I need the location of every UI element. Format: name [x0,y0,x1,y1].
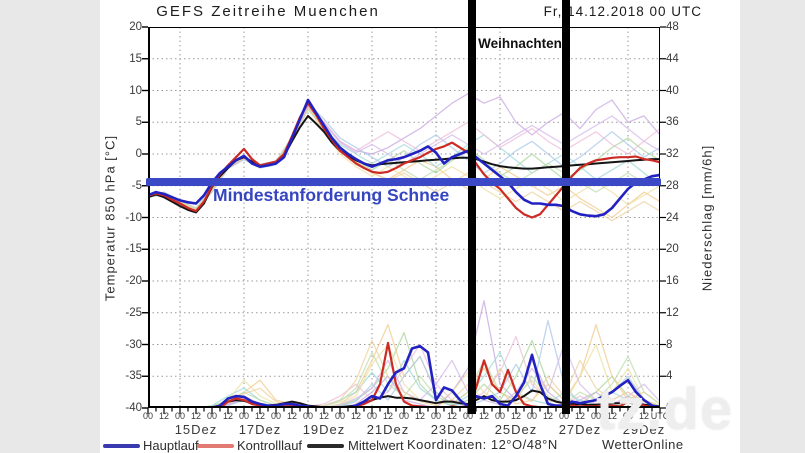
precip-axis-tick-label: 4 [666,370,673,383]
temp-axis-tick-label: -30 [125,338,142,351]
hour-tick-label: 00 [142,411,153,421]
legend-item-hauptlauf: Hauptlauf [103,438,199,453]
precip-axis-tick-label: 20 [666,243,679,256]
date-tick-label: 23Dez [430,422,474,437]
precip-axis-tick-label: 48 [666,21,679,33]
temp-axis-tick-label: -25 [125,306,142,319]
hour-tick-label: 00 [206,411,217,421]
temp-axis-tick-label: -40 [125,402,142,414]
precip-axis-tick-label: 16 [666,275,679,287]
hour-tick-label: 12 [222,411,233,421]
temp-axis-tick-label: 5 [135,116,142,129]
precip-axis-tick-label: 36 [666,116,679,129]
temp-axis-tick-label: 0 [135,148,142,160]
hour-tick-label: UTC [650,411,670,421]
hour-tick-label: 12 [382,411,393,421]
temp-axis-tick-label: -35 [125,370,142,383]
precip-axis-tick-label: 28 [666,179,679,192]
hour-tick-label: 00 [494,411,505,421]
hour-tick-label: 00 [462,411,473,421]
y-right-axis-title: Niederschlag [mm/6h] [699,144,715,292]
snow-threshold-line [146,178,661,186]
precip-axis-tick-label: 8 [666,338,673,351]
hour-tick-label: 12 [478,411,489,421]
watermark: tz.de [596,377,734,442]
date-tick-label: 21Dez [366,422,410,437]
hour-tick-label: 00 [270,411,281,421]
date-tick-label: 29Dez [622,422,666,437]
chart-title: GEFS Zeitreihe Muenchen [156,3,380,20]
hour-tick-label: 12 [574,411,585,421]
legend-item-kontrolllauf: Kontrolllauf [197,438,305,453]
legend-label-hauptlauf: Hauptlauf [143,438,199,453]
date-tick-label: 19Dez [302,422,346,437]
temp-axis-tick-label: 20 [129,21,142,33]
snow-threshold-label: Mindestanforderung Schnee [213,185,450,205]
kontrolllauf-line-swatch [197,444,234,448]
hour-tick-label: 12 [350,411,361,421]
hour-tick-label: 12 [318,411,329,421]
date-tick-label: 17Dez [238,422,282,437]
legend-item-mittelwert: Mittelwert [307,438,405,453]
hour-tick-label: 12 [286,411,297,421]
hour-tick-label: 00 [174,411,185,421]
hour-tick-label: 12 [510,411,521,421]
hour-tick-label: 12 [190,411,201,421]
temp-axis-tick-label: -20 [125,275,142,287]
legend-label-kontrolllauf: Kontrolllauf [237,438,303,453]
date-tick-label: 15Dez [174,422,218,437]
precip-axis-tick-label: 12 [666,306,679,319]
temp-axis-tick-label: -10 [125,211,142,224]
hour-tick-label: 12 [542,411,553,421]
precip-axis-tick-label: 24 [666,211,679,224]
hour-tick-label: 00 [238,411,249,421]
provider-credit: WetterOnline [602,437,684,452]
christmas-end-bar [562,0,570,414]
date-tick-label: 25Dez [494,422,538,437]
hour-tick-label: 12 [158,411,169,421]
run-datetime: Fr, 14.12.2018 00 UTC [543,4,702,19]
hour-tick-label: 00 [430,411,441,421]
hour-tick-label: 00 [622,411,633,421]
plot-area [142,26,666,414]
hour-tick-label: 00 [526,411,537,421]
christmas-start-bar [468,0,476,414]
hour-tick-label: 12 [638,411,649,421]
legend-label-mittelwert: Mittelwert [348,438,404,453]
date-tick-label: 27Dez [558,422,602,437]
hour-tick-label: 12 [446,411,457,421]
hour-tick-label: 12 [414,411,425,421]
temp-axis-tick-label: -5 [131,179,142,192]
coordinates-label: Koordinaten: 12°O/48°N [407,437,558,452]
christmas-label: Weihnachten [478,36,562,51]
hauptlauf-line-swatch [103,444,140,448]
temp-axis-tick-label: 10 [129,84,142,97]
hour-tick-label: 00 [590,411,601,421]
hour-tick-label: 00 [558,411,569,421]
mittelwert-line-swatch [307,444,344,448]
precip-axis-tick-label: 32 [666,148,679,160]
hour-tick-label: 12 [254,411,265,421]
hour-tick-label: 00 [398,411,409,421]
hour-tick-label: 00 [366,411,377,421]
chart-canvas [142,26,666,414]
temp-axis-tick-label: 15 [129,52,142,65]
temp-axis-tick-label: -15 [125,243,142,256]
hour-tick-label: 12 [606,411,617,421]
hour-tick-label: 00 [302,411,313,421]
precip-axis-tick-label: 40 [666,84,679,97]
hour-tick-label: 00 [334,411,345,421]
precip-axis-tick-label: 0 [666,402,673,414]
precip-axis-tick-label: 44 [666,52,679,65]
